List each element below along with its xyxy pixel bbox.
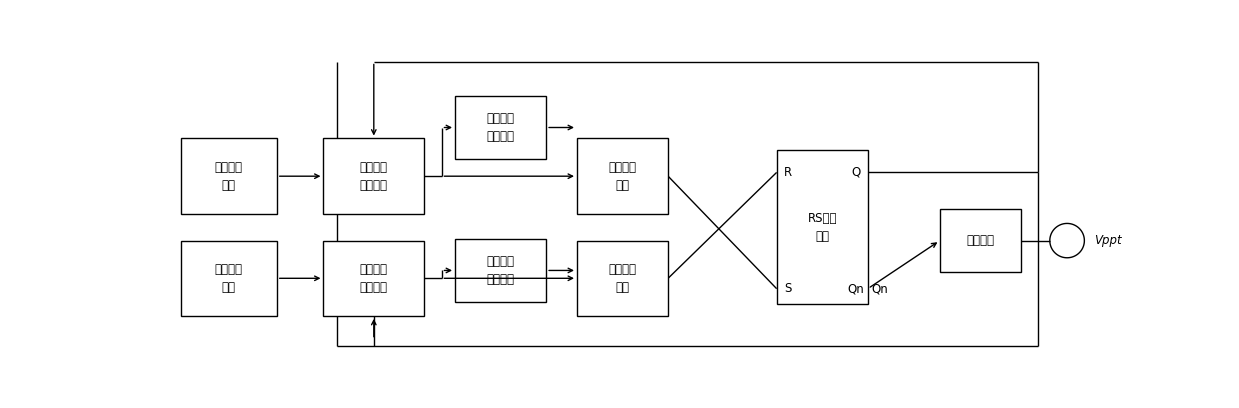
Text: Q: Q [851,166,860,179]
Text: 电压比较
电路: 电压比较 电路 [608,263,637,294]
Text: 第一采样
保持电路: 第一采样 保持电路 [359,161,388,192]
Bar [577,241,668,316]
Text: 第二采样
保持电路: 第二采样 保持电路 [359,263,388,294]
Text: RS触发
电路: RS触发 电路 [808,212,838,243]
Text: 第二电阵
分压电路: 第二电阵 分压电路 [487,255,514,286]
Bar [577,138,668,214]
Bar [777,151,867,304]
Bar [940,209,1021,272]
Text: 电压采样
电路: 电压采样 电路 [214,263,243,294]
Bar [181,241,276,316]
Text: 电流采样
电路: 电流采样 电路 [214,161,243,192]
Bar [323,241,424,316]
Text: 积分电路: 积分电路 [966,234,995,247]
Bar [455,96,546,159]
Bar [323,138,424,214]
Text: 第一电阵
分压电路: 第一电阵 分压电路 [487,112,514,143]
Text: R: R [784,166,793,179]
Bar [455,239,546,302]
Text: Qn: Qn [847,282,864,295]
Text: 电流比较
电路: 电流比较 电路 [608,161,637,192]
Text: S: S [784,282,792,295]
Text: Vppt: Vppt [1094,234,1121,247]
Bar [181,138,276,214]
Text: Qn: Qn [872,282,888,295]
